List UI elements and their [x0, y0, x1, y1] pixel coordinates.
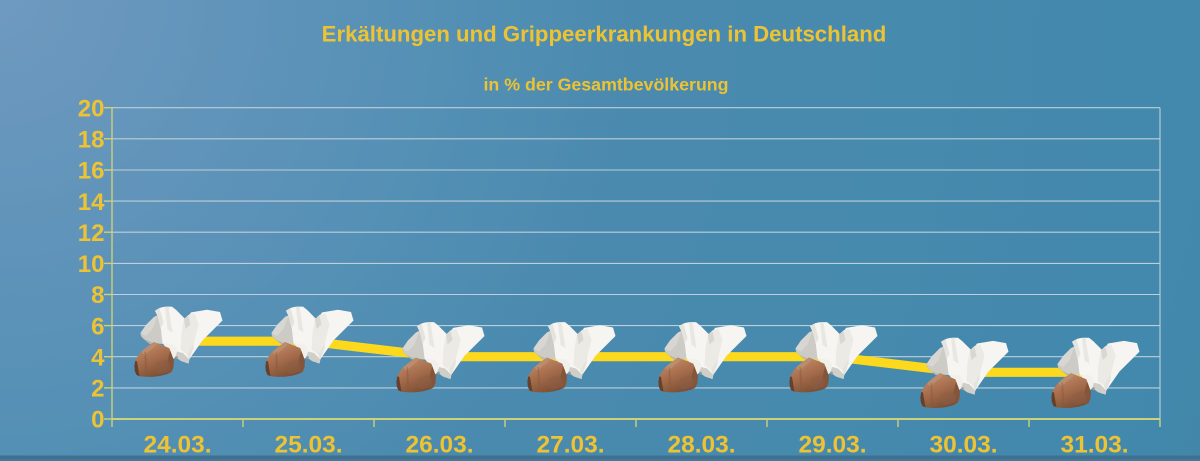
svg-text:18: 18	[78, 127, 105, 154]
svg-text:12: 12	[78, 220, 105, 247]
svg-text:6: 6	[91, 313, 104, 340]
svg-text:28.03.: 28.03.	[667, 432, 735, 459]
svg-text:24.03.: 24.03.	[143, 432, 211, 459]
svg-text:25.03.: 25.03.	[274, 432, 342, 459]
svg-text:10: 10	[78, 251, 105, 278]
svg-text:in % der Gesamtbevölkerung: in % der Gesamtbevölkerung	[483, 75, 728, 95]
svg-text:14: 14	[78, 189, 105, 216]
svg-text:4: 4	[91, 344, 105, 371]
svg-text:0: 0	[91, 407, 104, 434]
svg-text:2: 2	[91, 376, 104, 403]
svg-text:26.03.: 26.03.	[405, 432, 473, 459]
svg-text:8: 8	[91, 282, 104, 309]
svg-text:29.03.: 29.03.	[798, 432, 866, 459]
svg-text:27.03.: 27.03.	[536, 432, 604, 459]
svg-text:31.03.: 31.03.	[1060, 432, 1128, 459]
svg-text:Erkältungen und Grippeerkranku: Erkältungen und Grippeerkrankungen in De…	[322, 22, 887, 47]
svg-text:30.03.: 30.03.	[929, 432, 997, 459]
svg-text:16: 16	[78, 158, 105, 185]
svg-text:20: 20	[78, 95, 105, 122]
